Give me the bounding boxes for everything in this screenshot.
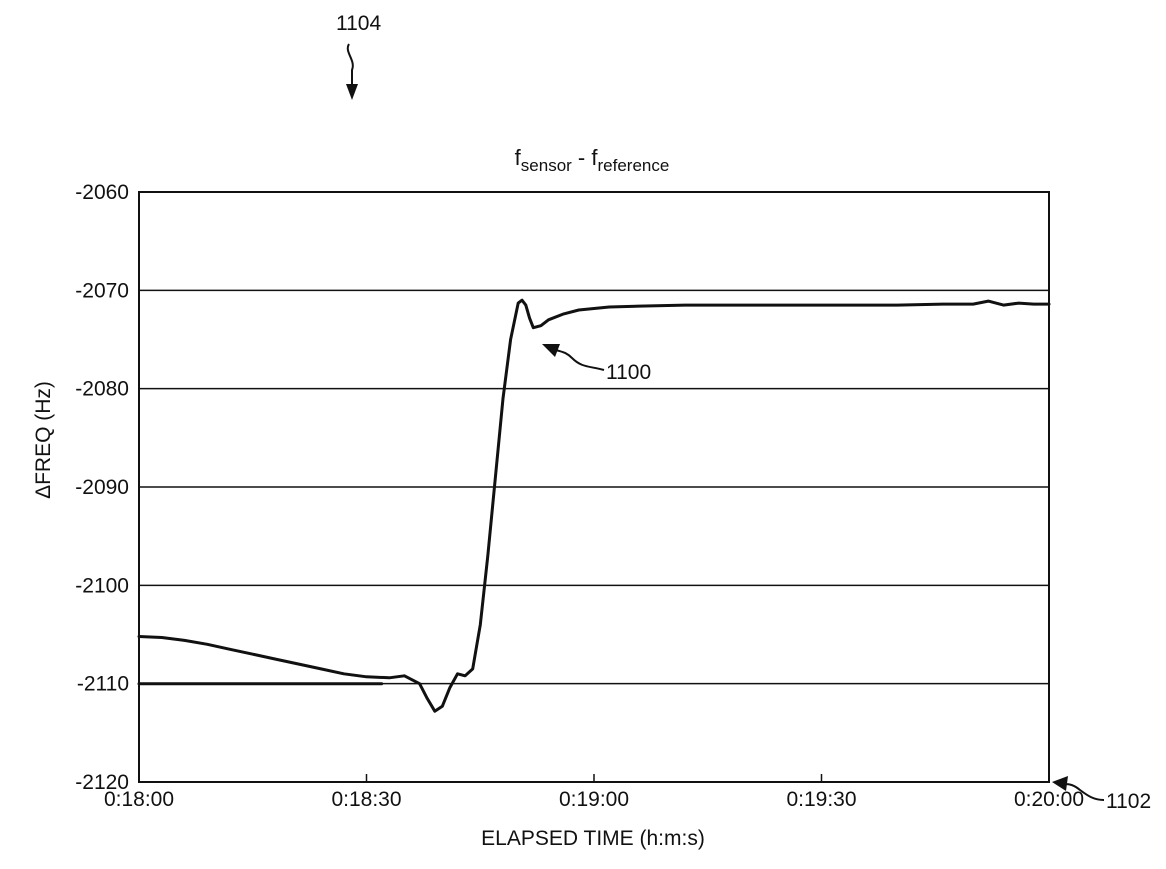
ref-arrowhead-1102 — [1052, 776, 1068, 791]
series-layer — [137, 298, 1051, 713]
ref-leader-1102 — [1063, 783, 1105, 801]
ref-numeral-1102: 1102 — [1106, 790, 1151, 813]
x-tick-label: 0:20:00 — [1014, 788, 1084, 811]
x-tick-label: 0:19:00 — [559, 788, 629, 811]
y-axis-label: ΔFREQ (Hz) — [32, 381, 55, 499]
x-tick-label: 0:18:00 — [104, 788, 174, 811]
ref-leader-1100 — [555, 349, 605, 371]
y-tick-label: -2100 — [75, 574, 129, 597]
series-line-0 — [137, 298, 1051, 713]
chart-title: fsensor - freference — [515, 145, 670, 175]
y-tick-label: -2060 — [75, 181, 129, 204]
y-tick-label: -2090 — [75, 476, 129, 499]
gridlines — [139, 289, 1049, 685]
x-tick-label: 0:19:30 — [786, 788, 856, 811]
ref-arrowhead-1100 — [542, 344, 560, 357]
y-tick-label: -2120 — [75, 771, 129, 794]
y-tick-label: -2070 — [75, 279, 129, 302]
ref-arrow-1104 — [346, 43, 354, 92]
ref-arrowhead-1104 — [346, 84, 358, 100]
y-tick-label: -2080 — [75, 378, 129, 401]
x-tick-label: 0:18:30 — [331, 788, 401, 811]
ref-numeral-1104: 1104 — [336, 12, 381, 35]
x-tick-labels: 0:18:00 0:18:30 0:19:00 0:19:30 0:20:00 — [104, 774, 1084, 811]
x-axis-label: ELAPSED TIME (h:m:s) — [481, 827, 705, 850]
y-tick-labels: -2060 -2070 -2080 -2090 -2100 -2110 -2120 — [75, 181, 129, 794]
ref-numeral-1100: 1100 — [606, 361, 651, 384]
y-tick-label: -2110 — [77, 673, 129, 696]
